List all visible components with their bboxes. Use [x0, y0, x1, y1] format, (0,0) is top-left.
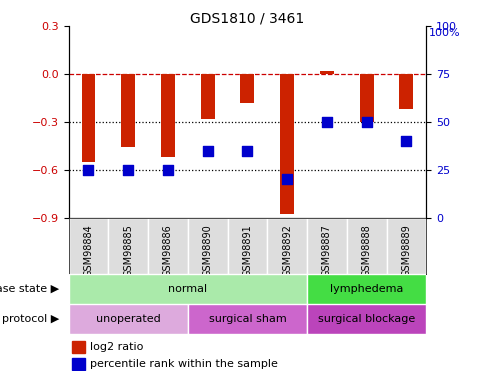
Text: GSM98891: GSM98891: [243, 224, 252, 277]
Bar: [227, 217, 268, 274]
Bar: [161, 74, 175, 157]
Text: protocol ▶: protocol ▶: [1, 314, 59, 324]
Point: [323, 119, 331, 125]
Point: [402, 138, 410, 144]
Text: unoperated: unoperated: [96, 314, 161, 324]
Bar: [72, 358, 85, 370]
Text: GSM98890: GSM98890: [203, 224, 213, 277]
Bar: [268, 217, 307, 274]
Bar: [320, 71, 334, 74]
Bar: [69, 217, 108, 274]
Point: [244, 147, 251, 154]
Bar: [201, 74, 215, 118]
Text: disease state ▶: disease state ▶: [0, 284, 59, 294]
Text: log2 ratio: log2 ratio: [90, 342, 144, 352]
Point: [85, 166, 93, 172]
Text: normal: normal: [168, 284, 207, 294]
Bar: [81, 74, 96, 162]
Bar: [399, 74, 414, 109]
Bar: [360, 74, 374, 122]
Text: GSM98887: GSM98887: [322, 224, 332, 277]
Text: GSM98885: GSM98885: [123, 224, 133, 277]
Text: surgical sham: surgical sham: [209, 314, 286, 324]
Point: [204, 147, 212, 154]
Text: GSM98886: GSM98886: [163, 224, 173, 277]
Bar: [69, 304, 188, 334]
Bar: [241, 74, 254, 103]
Text: lymphedema: lymphedema: [330, 284, 403, 294]
Bar: [387, 217, 426, 274]
Text: GSM98892: GSM98892: [282, 224, 292, 277]
Bar: [72, 341, 85, 352]
Point: [363, 119, 370, 125]
Text: 100%: 100%: [429, 28, 461, 38]
Point: [283, 176, 291, 182]
Bar: [121, 74, 135, 147]
Text: GSM98884: GSM98884: [83, 224, 94, 277]
Text: GSM98888: GSM98888: [362, 224, 372, 277]
Bar: [108, 217, 148, 274]
Point: [164, 166, 172, 172]
Bar: [188, 217, 227, 274]
Bar: [347, 217, 387, 274]
Bar: [307, 217, 347, 274]
Text: surgical blockage: surgical blockage: [318, 314, 416, 324]
Title: GDS1810 / 3461: GDS1810 / 3461: [190, 11, 305, 25]
Bar: [307, 274, 426, 304]
Bar: [280, 74, 294, 214]
Text: percentile rank within the sample: percentile rank within the sample: [90, 359, 278, 369]
Bar: [188, 304, 307, 334]
Bar: [69, 274, 307, 304]
Bar: [307, 304, 426, 334]
Text: GSM98889: GSM98889: [401, 224, 412, 277]
Bar: [148, 217, 188, 274]
Point: [124, 166, 132, 172]
